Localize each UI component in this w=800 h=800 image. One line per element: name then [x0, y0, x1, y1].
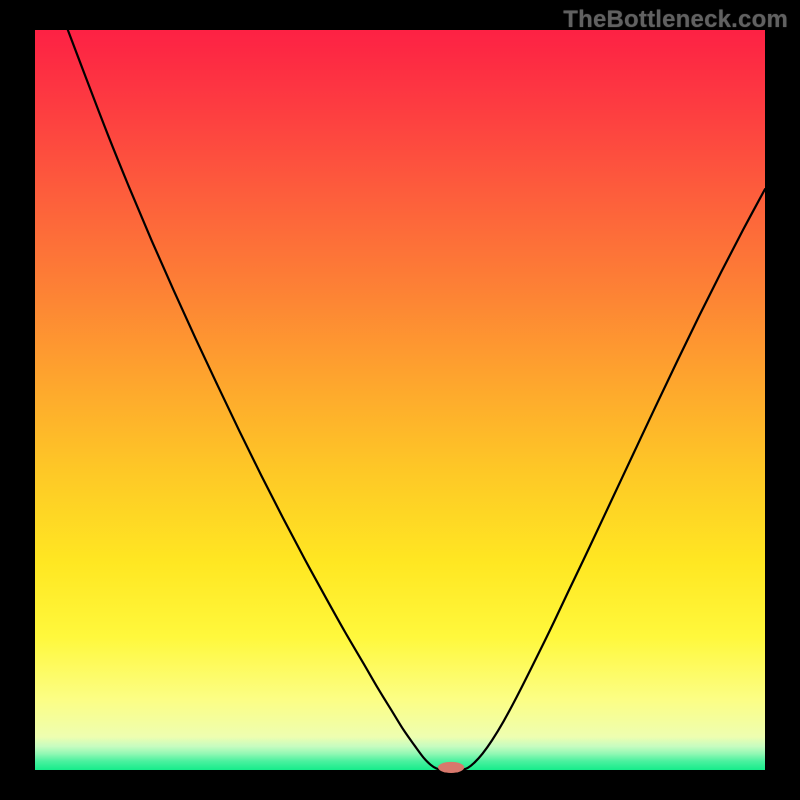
plot-background: [35, 30, 765, 770]
bottleneck-chart: [0, 0, 800, 800]
chart-root: TheBottleneck.com: [0, 0, 800, 800]
valley-marker: [438, 762, 464, 773]
watermark-text: TheBottleneck.com: [563, 6, 788, 34]
